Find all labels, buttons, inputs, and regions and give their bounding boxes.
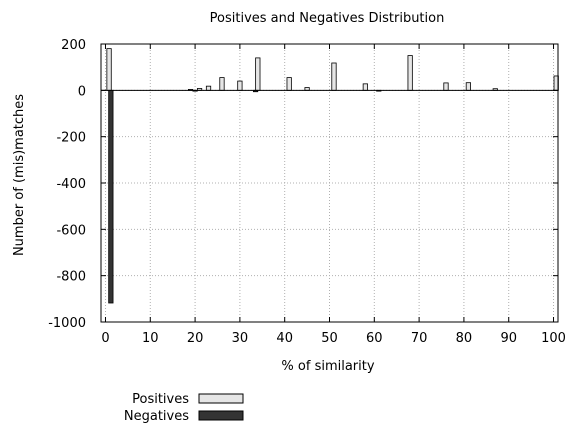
chart-title: Positives and Negatives Distribution bbox=[210, 11, 445, 26]
legend-swatch-positives bbox=[198, 393, 244, 404]
x-tick-label: 40 bbox=[276, 331, 293, 346]
bar-positives bbox=[465, 82, 471, 91]
y-tick-label: 200 bbox=[61, 38, 86, 53]
legend-label-negatives: Negatives bbox=[124, 409, 189, 424]
x-tick-label: 80 bbox=[456, 331, 473, 346]
bars bbox=[106, 48, 559, 304]
bar-positives bbox=[286, 77, 292, 91]
y-tick-label: 0 bbox=[78, 84, 86, 99]
x-tick-label: 0 bbox=[101, 331, 109, 346]
x-tick-label: 10 bbox=[142, 331, 159, 346]
grid bbox=[101, 43, 558, 323]
bar-positives bbox=[255, 57, 261, 91]
legend-label-positives: Positives bbox=[132, 392, 189, 407]
bar-negatives bbox=[108, 89, 114, 304]
y-tick-label: -400 bbox=[56, 177, 86, 192]
y-tick-label: -600 bbox=[56, 223, 86, 238]
bar-positives bbox=[331, 62, 337, 91]
bar-positives bbox=[362, 83, 368, 91]
x-tick-label: 20 bbox=[187, 331, 204, 346]
bar-positives bbox=[106, 48, 112, 91]
x-tick-label: 50 bbox=[321, 331, 338, 346]
x-axis-ticks: 0 10 20 30 40 50 60 70 80 90 100 bbox=[101, 44, 566, 346]
bar-positives bbox=[407, 55, 413, 91]
legend-swatch-negatives bbox=[198, 410, 244, 421]
x-axis-label: % of similarity bbox=[281, 359, 374, 374]
bar-positives bbox=[443, 82, 449, 91]
x-tick-label: 60 bbox=[366, 331, 383, 346]
y-axis-ticks: 200 0 -200 -400 -600 -800 -1000 bbox=[48, 38, 558, 331]
y-tick-label: -200 bbox=[56, 131, 86, 146]
x-tick-label: 70 bbox=[411, 331, 428, 346]
bar-positives bbox=[205, 85, 212, 91]
y-axis-label: Number of (mis)matches bbox=[12, 94, 27, 256]
bar-positives bbox=[219, 77, 225, 91]
legend: Positives Negatives bbox=[124, 392, 244, 424]
y-tick-label: -800 bbox=[56, 270, 86, 285]
y-tick-label: -1000 bbox=[48, 316, 86, 331]
x-tick-label: 100 bbox=[541, 331, 566, 346]
bar-positives bbox=[237, 80, 243, 91]
x-tick-label: 30 bbox=[232, 331, 249, 346]
x-tick-label: 90 bbox=[500, 331, 517, 346]
